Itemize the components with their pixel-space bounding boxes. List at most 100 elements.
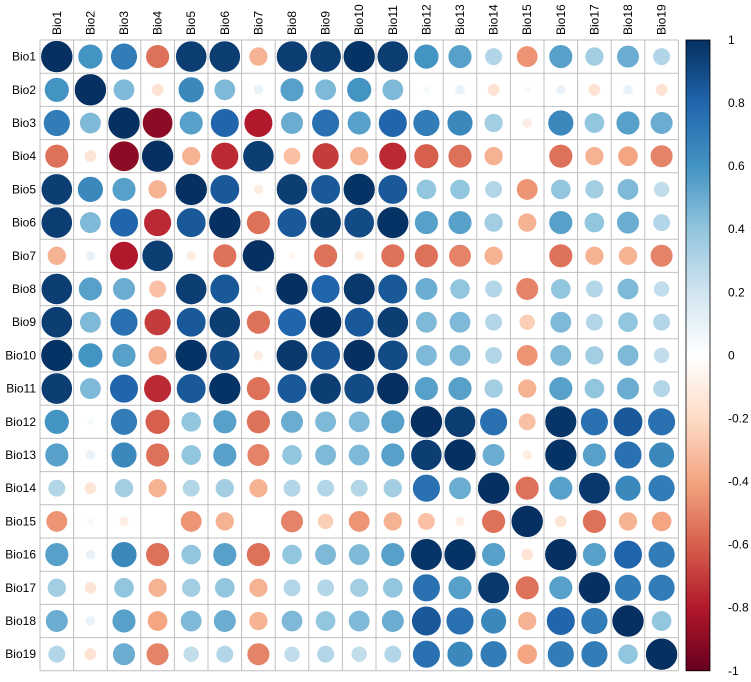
correlation-circle-bio17-bio17 <box>578 571 611 605</box>
correlation-circle-bio7-bio14 <box>483 246 504 266</box>
correlation-circle-bio15-bio14 <box>481 509 506 534</box>
correlation-circle-bio6-bio12 <box>414 210 439 235</box>
correlation-circle-bio16-bio16 <box>544 538 578 571</box>
correlation-circle-bio14-bio11 <box>383 478 403 498</box>
correlation-circle-bio10-bio2 <box>77 342 104 369</box>
correlation-circle-bio14-bio3 <box>114 478 134 498</box>
column-label-bio15: Bio15 <box>520 4 534 35</box>
correlation-circle-bio7-bio11 <box>380 243 405 268</box>
correlation-circle-bio9-bio12 <box>415 311 438 334</box>
correlation-circle-bio4-bio17 <box>584 146 605 166</box>
correlation-circle-bio4-bio11 <box>378 142 407 171</box>
correlation-circle-bio13-bio18 <box>613 440 643 470</box>
correlation-circle-bio2-bio11 <box>381 78 404 101</box>
correlation-circle-bio6-bio16 <box>548 210 573 235</box>
correlation-circle-bio14-bio1 <box>47 479 66 498</box>
correlation-circle-bio13-bio17 <box>582 442 607 468</box>
correlation-circle-bio8-bio8 <box>275 272 309 306</box>
correlation-circle-bio17-bio13 <box>447 575 473 600</box>
correlation-circle-bio16-bio3 <box>110 541 138 568</box>
correlation-circle-bio15-bio17 <box>582 509 607 534</box>
row-label-bio13: Bio13 <box>5 448 36 462</box>
color-scale-tick-label: 0.8 <box>728 96 745 110</box>
correlation-circle-bio17-bio19 <box>647 574 676 602</box>
correlation-circle-bio7-bio16 <box>548 243 573 268</box>
correlation-circle-bio1-bio2 <box>77 43 104 70</box>
correlation-circle-bio12-bio13 <box>444 405 476 438</box>
correlation-circle-bio15-bio3 <box>118 516 130 527</box>
correlation-circle-bio13-bio12 <box>410 439 443 471</box>
correlation-circle-bio11-bio17 <box>583 378 605 400</box>
correlation-circle-bio2-bio6 <box>213 78 236 101</box>
correlation-circle-bio19-bio9 <box>316 645 335 664</box>
correlation-circle-bio16-bio1 <box>44 542 69 567</box>
row-label-bio11: Bio11 <box>6 382 36 396</box>
correlation-circle-bio19-bio14 <box>479 640 508 668</box>
correlation-circle-bio11-bio13 <box>447 376 473 401</box>
correlation-circle-bio15-bio15 <box>510 505 544 538</box>
correlation-circle-bio15-bio11 <box>383 511 403 532</box>
correlation-circle-bio16-bio14 <box>481 542 506 567</box>
correlation-circle-bio2-bio7 <box>253 84 264 96</box>
correlation-circle-bio13-bio1 <box>44 442 69 468</box>
correlation-circle-bio1-bio10 <box>342 40 376 73</box>
color-scale-bar <box>685 39 711 672</box>
correlation-circle-bio15-bio8 <box>280 509 304 534</box>
correlation-circle-bio10-bio11 <box>377 339 409 371</box>
correlation-circle-bio14-bio4 <box>147 478 168 498</box>
row-label-bio8: Bio8 <box>12 282 36 296</box>
correlation-circle-bio5-bio2 <box>77 176 104 203</box>
correlation-circle-bio12-bio2 <box>86 417 95 426</box>
row-label-bio12: Bio12 <box>5 415 36 429</box>
correlation-circle-bio19-bio6 <box>215 645 234 664</box>
correlation-circle-bio19-bio2 <box>83 647 97 661</box>
correlation-circle-bio19-bio7 <box>246 642 271 666</box>
row-label-bio7: Bio7 <box>12 249 36 263</box>
correlation-circle-bio11-bio4 <box>143 374 172 403</box>
correlation-circle-bio7-bio6 <box>212 243 237 268</box>
correlation-circle-bio17-bio1 <box>47 578 67 598</box>
correlation-circle-bio11-bio9 <box>309 372 342 405</box>
correlation-circle-bio16-bio18 <box>613 539 643 570</box>
correlation-circle-bio3-bio2 <box>79 111 102 135</box>
correlation-circle-bio10-bio10 <box>342 339 376 372</box>
row-label-bio2: Bio2 <box>12 83 36 97</box>
correlation-circle-bio19-bio5 <box>182 645 200 663</box>
correlation-circle-bio11-bio15 <box>517 378 537 399</box>
correlation-circle-bio18-bio15 <box>517 611 537 631</box>
correlation-circle-bio14-bio9 <box>316 479 335 498</box>
row-label-bio4: Bio4 <box>12 149 36 163</box>
correlation-circle-bio7-bio4 <box>141 239 174 272</box>
correlation-circle-bio11-bio5 <box>176 373 207 404</box>
correlation-circle-bio18-bio11 <box>381 609 405 633</box>
correlation-circle-bio15-bio5 <box>180 510 203 533</box>
correlation-circle-bio10-bio3 <box>111 343 137 368</box>
correlation-circle-bio2-bio3 <box>112 78 136 101</box>
correlation-circle-bio6-bio5 <box>176 207 207 238</box>
correlation-circle-bio8-bio12 <box>414 277 439 301</box>
correlation-circle-bio4-bio3 <box>108 140 140 172</box>
correlation-circle-bio19-bio8 <box>283 645 301 663</box>
correlation-circle-bio12-bio19 <box>647 407 676 436</box>
correlation-circle-bio1-bio7 <box>248 46 269 67</box>
column-label-bio4: Bio4 <box>151 11 165 35</box>
correlation-circle-bio13-bio15 <box>521 449 533 461</box>
correlation-circle-bio12-bio3 <box>110 408 138 436</box>
correlation-circle-bio16-bio10 <box>348 543 371 566</box>
correlation-circle-bio13-bio11 <box>380 442 405 468</box>
correlation-circle-bio8-bio13 <box>449 278 471 300</box>
correlation-circle-bio4-bio8 <box>282 147 302 166</box>
correlation-circle-bio15-bio6 <box>215 511 235 532</box>
correlation-circle-bio9-bio9 <box>309 305 342 339</box>
correlation-circle-bio2-bio5 <box>178 76 205 104</box>
correlation-circle-bio13-bio16 <box>544 438 578 472</box>
correlation-circle-bio1-bio12 <box>413 43 440 70</box>
correlation-circle-bio6-bio19 <box>652 213 671 232</box>
correlation-circle-bio4-bio4 <box>141 139 174 173</box>
correlation-circle-bio5-bio11 <box>377 174 408 205</box>
column-label-bio14: Bio14 <box>487 4 501 35</box>
correlation-circle-bio10-bio14 <box>484 346 503 365</box>
correlation-circle-bio10-bio5 <box>174 339 208 372</box>
correlation-circle-bio17-bio11 <box>382 577 404 599</box>
correlation-circle-bio19-bio17 <box>580 640 609 668</box>
